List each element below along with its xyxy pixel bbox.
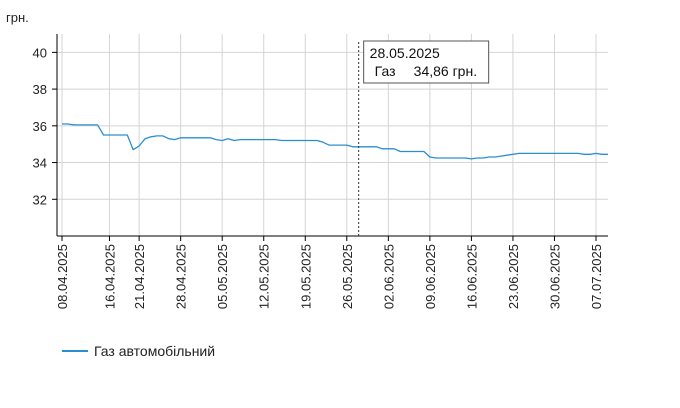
legend-label: Газ автомобільний bbox=[94, 343, 216, 359]
tooltip-box bbox=[363, 40, 490, 84]
y-tick-label: 40 bbox=[33, 45, 47, 60]
x-tick-label: 28.04.2025 bbox=[174, 244, 189, 309]
series-line-gas[interactable] bbox=[62, 123, 608, 160]
x-tick-label: 30.06.2025 bbox=[547, 244, 562, 309]
y-tick-labels: 32 34 36 38 40 bbox=[33, 45, 57, 207]
legend[interactable]: Газ автомобільний bbox=[62, 343, 215, 359]
line-chart[interactable]: грн. 32 34 36 38 40 08.04.2025 16.04.2025 21.0… bbox=[0, 0, 680, 330]
x-tick-label: 05.05.2025 bbox=[215, 244, 230, 309]
y-tick-label: 38 bbox=[33, 82, 47, 97]
x-tick-label: 08.04.2025 bbox=[55, 244, 70, 309]
x-tick-label: 07.07.2025 bbox=[589, 244, 604, 309]
x-tick-label: 26.05.2025 bbox=[340, 244, 355, 309]
x-tick-label: 16.06.2025 bbox=[464, 244, 479, 309]
y-unit-label: грн. bbox=[6, 10, 29, 25]
y-tick-label: 36 bbox=[33, 119, 47, 134]
legend-swatch bbox=[62, 350, 88, 352]
x-tick-label: 19.05.2025 bbox=[298, 244, 313, 309]
tooltip: 28.05.2025 Газ 34,86 грн. bbox=[358, 40, 490, 236]
tooltip-series-label: Газ bbox=[375, 63, 396, 79]
x-tick-label: 02.06.2025 bbox=[381, 244, 396, 309]
x-tick-labels: 08.04.2025 16.04.2025 21.04.2025 28.04.2025… bbox=[55, 236, 604, 309]
series-layer bbox=[62, 123, 608, 160]
grid bbox=[57, 34, 608, 236]
x-tick-label: 16.04.2025 bbox=[102, 244, 117, 309]
x-tick-label: 21.04.2025 bbox=[132, 244, 147, 309]
x-tick-label: 23.06.2025 bbox=[506, 244, 521, 309]
y-tick-label: 34 bbox=[33, 156, 47, 171]
x-tick-label: 09.06.2025 bbox=[423, 244, 438, 309]
x-tick-label: 12.05.2025 bbox=[257, 244, 272, 309]
axes bbox=[56, 34, 608, 237]
tooltip-value: 34,86 грн. bbox=[414, 63, 477, 79]
y-tick-label: 32 bbox=[33, 192, 47, 207]
tooltip-date: 28.05.2025 bbox=[370, 45, 440, 61]
